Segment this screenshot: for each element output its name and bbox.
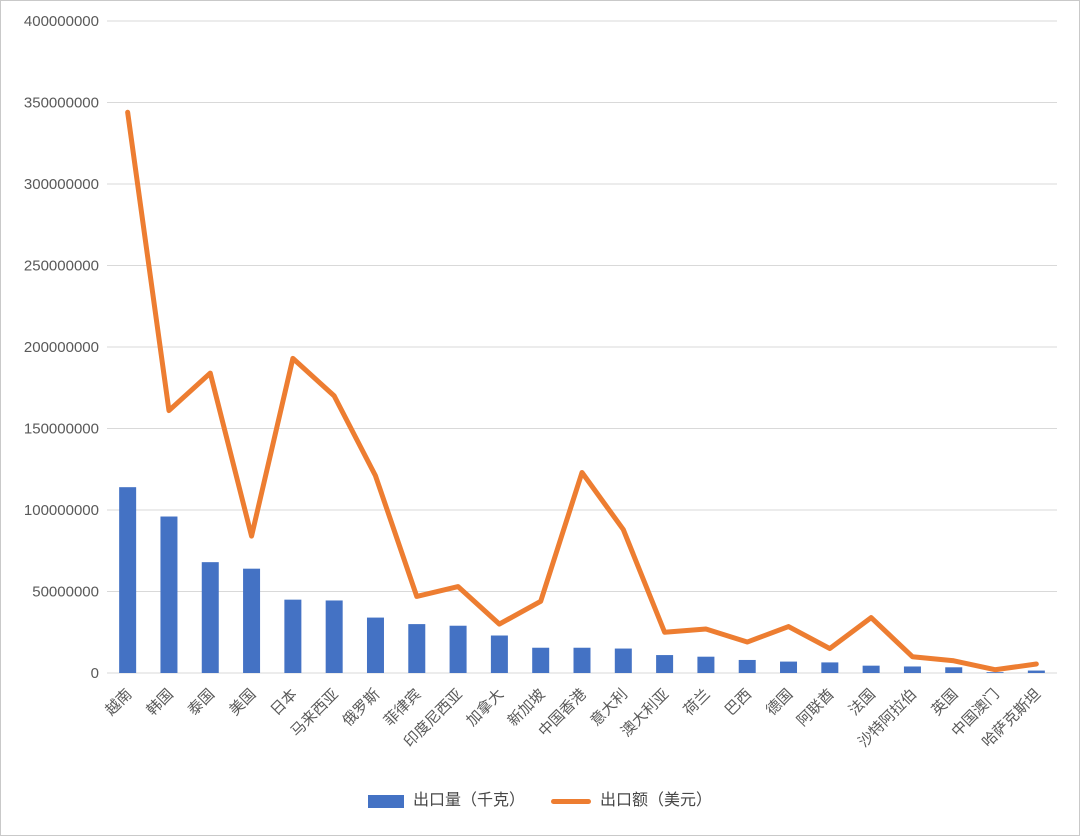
- bar-中国香港: [573, 647, 591, 673]
- x-category-label-日本: 日本: [267, 686, 300, 719]
- bar-菲律宾: [408, 624, 426, 673]
- bar-中国澳门: [986, 672, 1004, 673]
- x-category-label-越南: 越南: [102, 686, 135, 719]
- y-axis-tick-label: 50000000: [32, 584, 99, 601]
- bar-加拿大: [490, 635, 508, 673]
- x-category-label-德国: 德国: [762, 685, 796, 719]
- bar-英国: [945, 667, 963, 673]
- x-category-label-阿联酋: 阿联酋: [793, 685, 838, 730]
- x-category-label-巴西: 巴西: [722, 686, 755, 719]
- line-series-swatch-icon: [551, 798, 591, 804]
- bar-阿联酋: [821, 662, 839, 673]
- x-category-label-美国: 美国: [226, 686, 259, 719]
- bar-沙特阿拉伯: [903, 666, 921, 673]
- bar-越南: [119, 487, 137, 673]
- bar-马来西亚: [325, 600, 343, 673]
- legend-label-export-volume: 出口量（千克）: [412, 792, 525, 809]
- bar-日本: [284, 599, 302, 673]
- x-category-label-俄罗斯: 俄罗斯: [339, 686, 383, 730]
- x-category-label-荷兰: 荷兰: [680, 686, 713, 719]
- x-category-label-法国: 法国: [846, 686, 879, 719]
- bar-法国: [862, 665, 880, 673]
- y-axis-tick-label: 350000000: [24, 95, 99, 112]
- x-category-label-泰国: 泰国: [185, 686, 218, 719]
- x-category-label-加拿大: 加拿大: [463, 685, 508, 730]
- bar-意大利: [614, 648, 632, 673]
- x-category-label-韩国: 韩国: [144, 686, 177, 719]
- y-axis-tick-label: 250000000: [24, 258, 99, 275]
- bar-巴西: [738, 659, 756, 673]
- bar-哈萨克斯坦: [1027, 670, 1045, 673]
- bar-俄罗斯: [366, 617, 384, 673]
- bar-泰国: [201, 562, 219, 673]
- y-axis-tick-label: 300000000: [24, 176, 99, 193]
- y-axis-tick-label: 400000000: [24, 13, 99, 30]
- bar-德国: [780, 661, 798, 673]
- legend-item-export-volume: 出口量（千克）: [367, 792, 525, 809]
- bar-新加坡: [532, 647, 550, 673]
- y-axis-tick-label: 0: [91, 665, 99, 682]
- bar-series-swatch-icon: [367, 794, 404, 808]
- y-axis-tick-label: 200000000: [24, 339, 99, 356]
- bar-美国: [243, 568, 261, 673]
- y-axis-tick-label: 100000000: [24, 502, 99, 519]
- export-value-line: [125, 109, 1039, 673]
- bar-澳大利亚: [656, 655, 674, 673]
- legend-label-export-value: 出口额（美元）: [600, 792, 713, 809]
- y-axis-tick-label: 150000000: [24, 421, 99, 438]
- bar-韩国: [160, 516, 178, 673]
- chart-legend: 出口量（千克） 出口额（美元）: [1, 793, 1079, 809]
- x-category-label-英国: 英国: [928, 685, 962, 719]
- legend-item-export-value: 出口额（美元）: [551, 793, 712, 809]
- bar-印度尼西亚: [449, 625, 467, 673]
- bar-荷兰: [697, 656, 715, 673]
- export-combo-chart: 0 50000000 100000000 150000000 200000000 2500…: [24, 13, 1057, 751]
